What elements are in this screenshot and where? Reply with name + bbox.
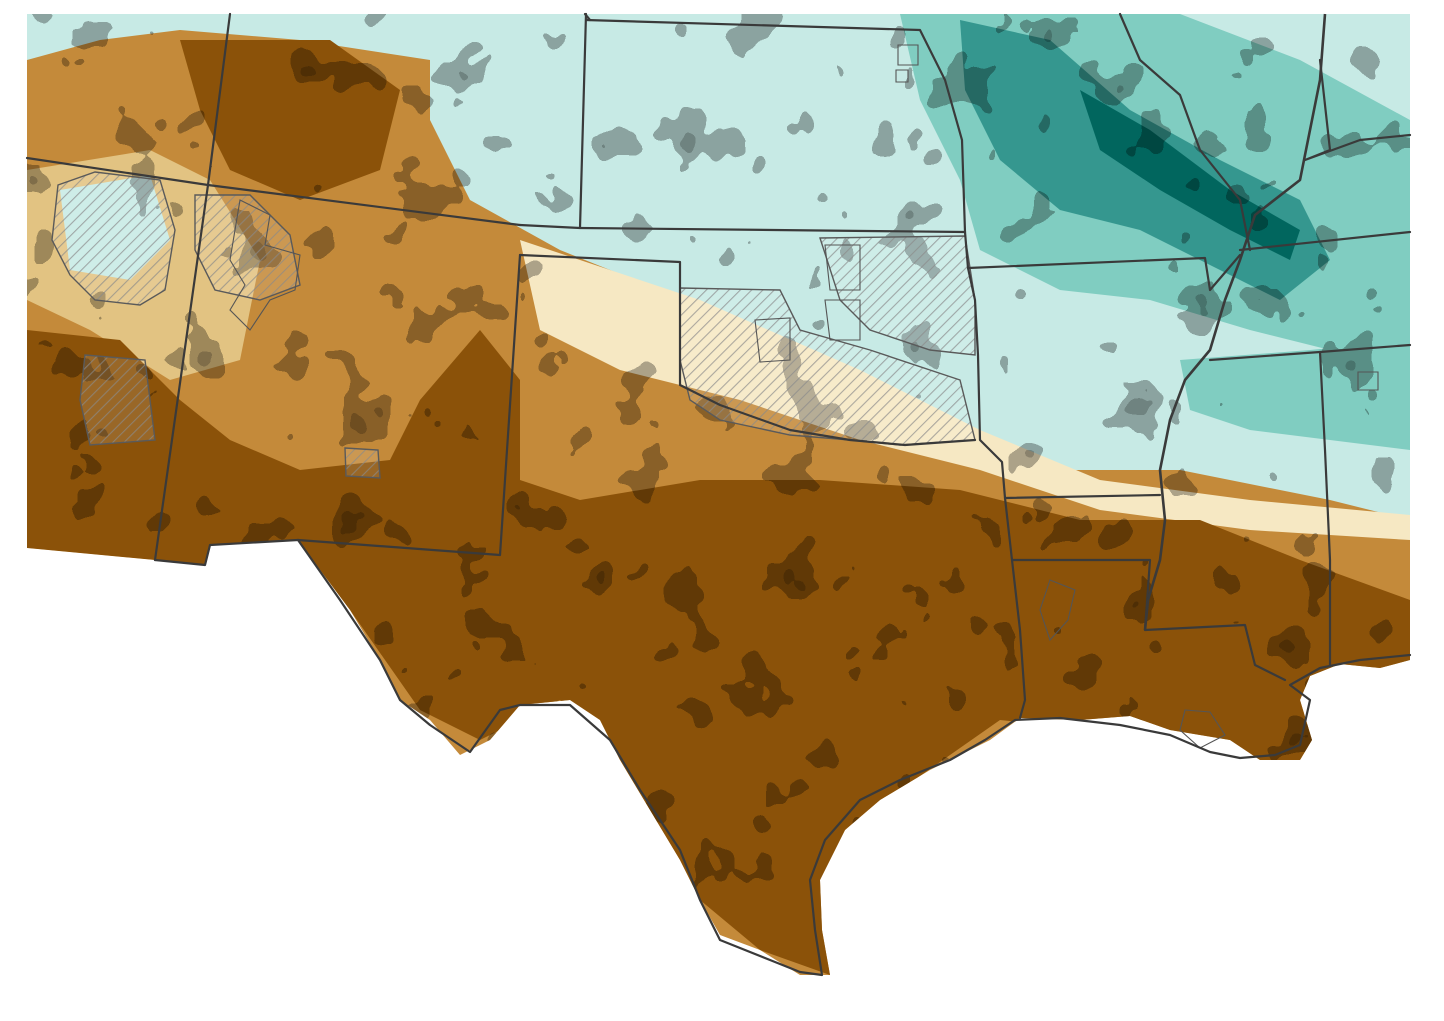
border-missouri-illinois-south xyxy=(1238,230,1412,252)
border-texas-louisiana xyxy=(1003,496,1027,720)
county-cluster-colorado xyxy=(229,199,301,331)
border-louisiana-arkansas-ms xyxy=(1010,558,1287,682)
border-kansas-oklahoma-east xyxy=(963,230,1162,500)
border-oklahoma-texas xyxy=(518,253,977,447)
county-cluster-louisiana xyxy=(1179,709,1226,749)
county-cluster-nebraska xyxy=(895,44,919,83)
border-missouri-south xyxy=(966,253,1242,292)
border-utah-colorado xyxy=(153,12,232,562)
border-nebraska-east xyxy=(584,18,967,234)
border-new-mexico-east xyxy=(296,253,522,557)
county-cluster-oklahoma xyxy=(754,244,861,363)
border-tick xyxy=(583,12,592,22)
border-new-mexico-south xyxy=(153,538,300,567)
border-kansas-nebraska xyxy=(578,226,967,234)
county-cluster-illinois xyxy=(1357,371,1379,391)
county-outlines xyxy=(229,44,1379,749)
hatch-area-arizona xyxy=(79,354,156,446)
hatch-area-nm-small xyxy=(344,447,381,479)
state-boundaries xyxy=(25,12,1412,977)
gulf-coastline xyxy=(296,538,1412,977)
county-cluster-east-texas xyxy=(1039,579,1076,642)
border-iowa-missouri xyxy=(1118,12,1252,252)
hatched-overlays xyxy=(51,171,976,479)
hatch-area-utah xyxy=(51,171,176,306)
border-mississippi-alabama xyxy=(1318,350,1332,667)
mississippi-river xyxy=(1143,13,1327,631)
